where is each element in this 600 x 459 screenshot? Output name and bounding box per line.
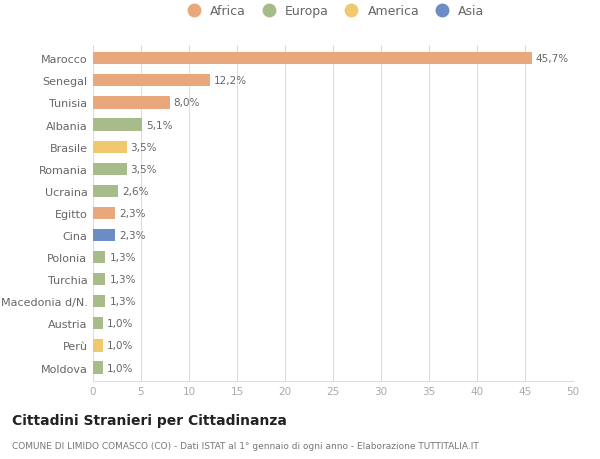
Bar bbox=[93, 207, 115, 219]
Bar bbox=[93, 362, 103, 374]
Text: 1,3%: 1,3% bbox=[109, 252, 136, 263]
Text: 2,6%: 2,6% bbox=[122, 186, 148, 196]
Bar bbox=[93, 230, 115, 241]
Text: 3,5%: 3,5% bbox=[130, 142, 157, 152]
Bar bbox=[93, 53, 532, 65]
Bar bbox=[93, 340, 103, 352]
Text: 2,3%: 2,3% bbox=[119, 230, 145, 241]
Bar bbox=[93, 185, 118, 197]
Bar bbox=[93, 274, 106, 285]
Text: 8,0%: 8,0% bbox=[173, 98, 200, 108]
Text: 1,0%: 1,0% bbox=[106, 341, 133, 351]
Bar bbox=[93, 296, 106, 308]
Bar bbox=[93, 318, 103, 330]
Text: 3,5%: 3,5% bbox=[130, 164, 157, 174]
Bar bbox=[93, 141, 127, 153]
Bar bbox=[93, 163, 127, 175]
Bar bbox=[93, 97, 170, 109]
Text: 1,3%: 1,3% bbox=[109, 274, 136, 285]
Bar bbox=[93, 252, 106, 263]
Legend: Africa, Europa, America, Asia: Africa, Europa, America, Asia bbox=[182, 5, 484, 18]
Bar bbox=[93, 119, 142, 131]
Text: COMUNE DI LIMIDO COMASCO (CO) - Dati ISTAT al 1° gennaio di ogni anno - Elaboraz: COMUNE DI LIMIDO COMASCO (CO) - Dati IST… bbox=[12, 441, 479, 450]
Text: 1,3%: 1,3% bbox=[109, 297, 136, 307]
Text: Cittadini Stranieri per Cittadinanza: Cittadini Stranieri per Cittadinanza bbox=[12, 413, 287, 427]
Bar bbox=[93, 75, 210, 87]
Text: 45,7%: 45,7% bbox=[536, 54, 569, 64]
Text: 1,0%: 1,0% bbox=[106, 363, 133, 373]
Text: 1,0%: 1,0% bbox=[106, 319, 133, 329]
Text: 5,1%: 5,1% bbox=[146, 120, 172, 130]
Text: 2,3%: 2,3% bbox=[119, 208, 145, 218]
Text: 12,2%: 12,2% bbox=[214, 76, 247, 86]
